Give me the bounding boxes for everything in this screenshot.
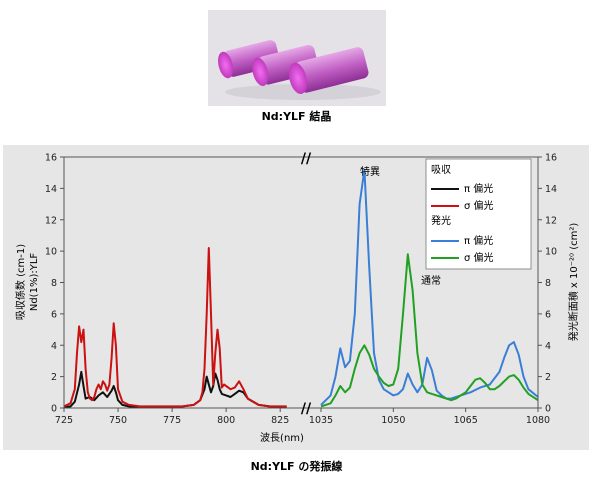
y-axis-label-left-2: Nd(1%):YLF xyxy=(29,253,40,312)
legend: 吸収 π 偏光 σ 偏光 発光 π 偏光 σ 偏光 xyxy=(425,158,532,270)
legend-label-em-sigma: σ 偏光 xyxy=(464,251,494,264)
y-tick-label-left: 14 xyxy=(45,184,57,195)
series-emission-sigma xyxy=(320,253,539,408)
legend-label-abs-pi: π 偏光 xyxy=(464,182,493,195)
series-absorption-sigma xyxy=(63,247,287,408)
y-tick-label-right: 12 xyxy=(545,215,557,226)
y-tick-label-left: 10 xyxy=(45,247,57,258)
x-tick-label-left: 775 xyxy=(163,415,181,426)
y-tick-label-left: 16 xyxy=(45,153,57,164)
y-tick-label-left: 2 xyxy=(51,372,57,383)
annotation-ordinary: 通常 xyxy=(421,274,441,287)
legend-group-absorption: 吸収 xyxy=(431,164,451,176)
legend-label-abs-sigma: σ 偏光 xyxy=(464,199,494,212)
axis-break-mark-bottom: // xyxy=(301,401,312,417)
y-tick-label-left: 6 xyxy=(51,309,57,320)
x-tick-label-left: 825 xyxy=(271,415,289,426)
crystal-rods-illustration xyxy=(218,40,381,100)
x-tick-label-right: 1050 xyxy=(381,415,405,426)
x-tick-label-right: 1080 xyxy=(526,415,550,426)
y-tick-label-left: 8 xyxy=(51,278,57,289)
x-tick-label-left: 750 xyxy=(109,415,127,426)
axis-break-mark: // xyxy=(301,151,312,167)
y-tick-label-right: 2 xyxy=(545,372,551,383)
crystal-photo xyxy=(208,10,386,106)
chart-panel: 0 0 2 2 4 4 6 6 8 8 10 10 12 12 14 14 16 16 725 750 775 800 82… xyxy=(3,145,589,450)
series-emission-pi xyxy=(320,168,539,406)
figure-caption: Nd:YLF の発振線 xyxy=(250,460,343,473)
y-tick-label-right: 0 xyxy=(545,404,551,415)
y-tick-label-left: 0 xyxy=(51,404,57,415)
y-tick-label-right: 16 xyxy=(545,153,557,164)
y-axis-label-left-1: 吸収係数 (cm-1) xyxy=(14,244,27,320)
spectrum-chart: 0 0 2 2 4 4 6 6 8 8 10 10 12 12 14 14 16 16 725 750 775 800 82… xyxy=(14,151,580,444)
x-tick-label-right: 1065 xyxy=(454,415,478,426)
legend-group-emission: 発光 xyxy=(431,214,451,227)
x-axis-label: 波長(nm) xyxy=(260,431,304,444)
y-axis-label-right: 発光断面積 x 10⁻²⁰ (cm²) xyxy=(567,223,580,342)
x-tick-label-left: 725 xyxy=(55,415,73,426)
legend-label-em-pi: π 偏光 xyxy=(464,234,493,247)
y-tick-label-right: 10 xyxy=(545,247,557,258)
y-tick-label-right: 6 xyxy=(545,309,551,320)
y-tick-label-left: 12 xyxy=(45,215,57,226)
y-tick-label-right: 14 xyxy=(545,184,557,195)
y-tick-label-right: 8 xyxy=(545,278,551,289)
y-tick-label-left: 4 xyxy=(51,341,57,352)
x-tick-label-left: 800 xyxy=(217,415,235,426)
photo-caption: Nd:YLF 結晶 xyxy=(261,110,332,123)
y-tick-label-right: 4 xyxy=(545,341,551,352)
annotation-extraordinary: 特異 xyxy=(360,166,380,178)
x-tick-label-right: 1035 xyxy=(309,415,333,426)
